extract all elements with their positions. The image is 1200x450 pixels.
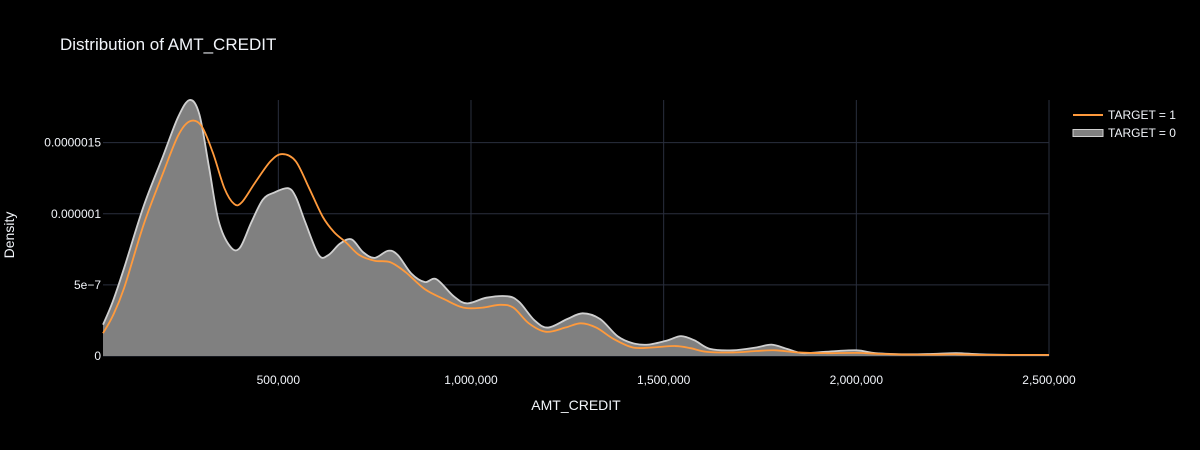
series-line-target-1 — [102, 119, 1049, 356]
legend-label: TARGET = 1 — [1108, 108, 1176, 122]
x-tick-label: 2,000,000 — [830, 373, 884, 387]
series-line-target-0 — [102, 99, 1050, 356]
y-tick-label: 0 — [94, 349, 101, 363]
x-tick-label: 500,000 — [257, 373, 301, 387]
legend-item[interactable]: TARGET = 0 — [1072, 126, 1176, 140]
series-area-target-0 — [103, 99, 1049, 356]
x-tick-label: 1,000,000 — [444, 373, 498, 387]
x-axis-title: AMT_CREDIT — [531, 397, 621, 413]
y-axis-title: Density — [1, 212, 17, 259]
series-layer — [102, 99, 1050, 356]
legend-item[interactable]: TARGET = 1 — [1073, 108, 1176, 122]
x-tick-label: 1,500,000 — [637, 373, 691, 387]
chart-title: Distribution of AMT_CREDIT — [60, 35, 276, 54]
y-tick-label: 0.0000015 — [44, 136, 101, 150]
y-tick-label: 5e−7 — [74, 278, 101, 292]
legend-swatch — [1072, 129, 1104, 137]
legend[interactable]: TARGET = 1 TARGET = 0 — [1072, 108, 1176, 140]
legend-label: TARGET = 0 — [1108, 126, 1176, 140]
x-tick-label: 2,500,000 — [1022, 373, 1076, 387]
tick-layer: 500,000 1,000,000 1,500,000 2,000,000 2,500,… — [44, 136, 1076, 387]
y-tick-label: 0.000001 — [51, 207, 101, 221]
